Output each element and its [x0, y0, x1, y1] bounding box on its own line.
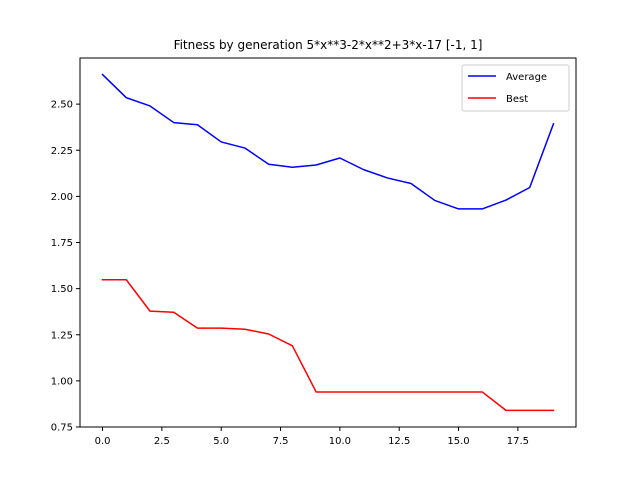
x-tick-label: 15.0: [447, 436, 469, 447]
series-line-average: [101, 73, 555, 210]
plot-area: [101, 73, 555, 412]
legend-label-average: Average: [506, 72, 547, 83]
y-tick-label: 1.00: [51, 376, 73, 387]
y-tick-label: 1.25: [51, 330, 73, 341]
x-tick-label: 12.5: [388, 436, 410, 447]
legend-label-best: Best: [506, 94, 528, 105]
y-tick-label: 1.50: [51, 284, 73, 295]
y-tick-label: 1.75: [51, 238, 73, 249]
x-tick-label: 5.0: [213, 436, 229, 447]
y-tick-label: 2.50: [51, 100, 73, 111]
series-line-best: [101, 279, 555, 412]
x-tick-label: 17.5: [507, 436, 529, 447]
y-axis: 0.75 1.00 1.25 1.50 1.75 2.00 2.25 2.50: [51, 100, 80, 434]
y-tick-label: 2.00: [51, 192, 73, 203]
chart-title: Fitness by generation 5*x**3-2*x**2+3*x-…: [174, 38, 483, 52]
y-tick-label: 2.25: [51, 146, 73, 157]
x-axis: 0.0 2.5 5.0 7.5 10.0 12.5 15.0 17.5: [95, 427, 529, 447]
x-tick-label: 7.5: [273, 436, 289, 447]
x-tick-label: 2.5: [154, 436, 170, 447]
y-tick-label: 0.75: [51, 423, 73, 434]
x-tick-label: 0.0: [95, 436, 111, 447]
x-tick-label: 10.0: [329, 436, 351, 447]
legend: Average Best: [461, 64, 570, 112]
